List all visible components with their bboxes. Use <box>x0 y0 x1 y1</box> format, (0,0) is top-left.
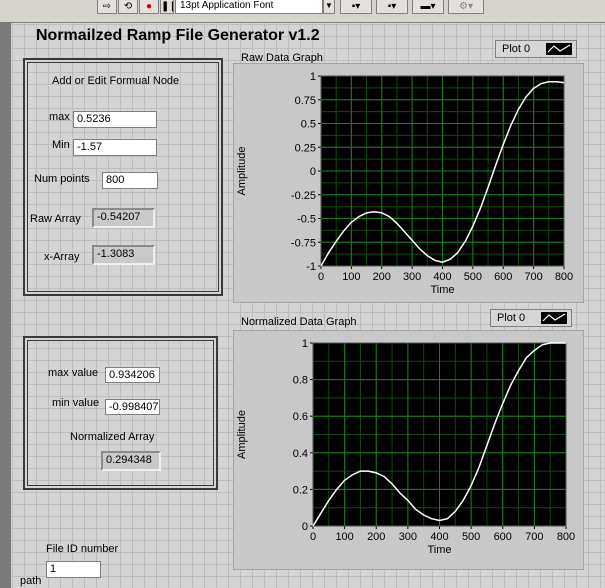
page-title: Normailzed Ramp File Generator v1.2 <box>36 27 320 44</box>
raw-graph-title: Raw Data Graph <box>241 52 323 64</box>
reorder-icon[interactable]: ⚙▾ <box>448 0 484 14</box>
normalized-graph-y-tick-label: 0 <box>302 521 308 533</box>
normalized-graph-x-axis-label: Time <box>427 544 451 556</box>
normalized-array-value: 0.294348 <box>106 454 152 466</box>
normalized-graph-y-axis-label: Amplitude <box>236 410 248 459</box>
raw-graph-x-tick-label: 500 <box>464 271 482 283</box>
num-points-input[interactable]: 800 <box>102 172 158 189</box>
min-value-indicator: -0.998407 <box>105 399 160 415</box>
x-array-label: x-Array <box>44 251 80 263</box>
max-label: max <box>49 111 70 123</box>
raw-graph-x-tick-label: 700 <box>524 271 542 283</box>
normalized-plot-legend-label: Plot 0 <box>497 312 526 324</box>
normalized-plot-legend[interactable]: Plot 0 <box>490 309 572 327</box>
line-swatch-icon <box>546 43 572 55</box>
raw-graph-y-tick-label: 1 <box>310 71 316 83</box>
left-scroll-bar[interactable] <box>0 22 11 588</box>
file-id-label: File ID number <box>46 543 119 555</box>
max-value-label: max value <box>48 367 99 379</box>
chevron-down-icon[interactable]: ▼ <box>323 0 335 14</box>
raw-graph-x-tick-label: 600 <box>494 271 512 283</box>
min-value-label: min value <box>52 397 100 409</box>
normalized-graph-x-tick-label: 300 <box>399 531 417 543</box>
max-input[interactable]: 0.5236 <box>73 111 157 128</box>
pause-icon[interactable]: ❚❚ <box>160 0 174 14</box>
normalized-graph-x-tick-label: 200 <box>367 531 385 543</box>
raw-graph-x-tick-label: 200 <box>373 271 391 283</box>
abort-icon[interactable]: ● <box>139 0 159 14</box>
raw-graph-y-tick-label: 0.75 <box>295 95 316 107</box>
raw-array-value: -0.54207 <box>97 211 141 223</box>
normalized-graph-x-tick-label: 800 <box>557 531 575 543</box>
raw-graph-x-tick-label: 100 <box>342 271 360 283</box>
resize-objects-icon[interactable]: ▬▾ <box>412 0 444 14</box>
raw-plot-legend[interactable]: Plot 0 <box>495 40 577 58</box>
line-swatch-icon <box>541 312 567 324</box>
normalized-graph-x-tick-label: 600 <box>494 531 512 543</box>
formula-node-heading: Add or Edit Formual Node <box>52 75 180 87</box>
raw-graph-x-axis-label: Time <box>430 284 454 296</box>
raw-graph-y-tick-label: -1 <box>306 261 316 273</box>
align-objects-icon[interactable]: ▪▾ <box>340 0 372 14</box>
x-array-indicator: -1.3083 <box>92 245 155 265</box>
normalized-graph-series-line <box>312 342 566 527</box>
normalized-array-indicator: 0.294348 <box>101 451 161 471</box>
raw-data-graph[interactable]: 0 100 200 300 400 500 600 700 800 1 0.75 0.5 0.25 0 -0… <box>233 63 584 303</box>
raw-graph-y-tick-label: 0 <box>310 166 316 178</box>
raw-graph-y-tick-label: -0.25 <box>291 190 316 202</box>
file-id-input[interactable]: 1 <box>46 561 101 578</box>
raw-graph-y-tick-label: -0.5 <box>297 214 316 226</box>
normalized-graph-x-tick-label: 100 <box>335 531 353 543</box>
distribute-objects-icon[interactable]: ▪▾ <box>376 0 408 14</box>
normalized-graph-y-tick-label: 1 <box>302 338 308 350</box>
formula-panel <box>23 58 223 296</box>
raw-graph-y-axis-label: Amplitude <box>236 147 248 196</box>
normalized-graph-x-tick-label: 400 <box>430 531 448 543</box>
normalized-graph-y-tick-label: 0.2 <box>293 484 308 496</box>
normalized-graph-y-tick-label: 0.4 <box>293 448 308 460</box>
line-swatch-glyph <box>542 313 566 322</box>
raw-graph-series-line <box>320 80 565 267</box>
min-label: Min <box>52 139 70 151</box>
raw-graph-x-tick-label: 300 <box>403 271 421 283</box>
raw-graph-plot-border <box>320 75 565 267</box>
run-continuous-icon[interactable]: ⟲ <box>118 0 138 14</box>
min-input[interactable]: -1.57 <box>73 139 157 156</box>
raw-graph-y-tick-label: -0.75 <box>291 237 316 249</box>
raw-graph-x-tick-label: 400 <box>433 271 451 283</box>
normalized-graph-plot-border <box>312 342 567 527</box>
line-swatch-glyph <box>547 44 571 53</box>
raw-graph-y-tick-label: 0.5 <box>301 119 316 131</box>
normalized-graph-title: Normalized Data Graph <box>241 316 357 328</box>
raw-graph-x-tick-label: 800 <box>555 271 573 283</box>
raw-graph-x-tick-label: 0 <box>318 271 324 283</box>
normalized-graph-x-tick-label: 500 <box>462 531 480 543</box>
num-points-label: Num points <box>34 173 90 185</box>
max-value-indicator: 0.934206 <box>105 367 160 383</box>
x-array-value: -1.3083 <box>97 248 135 260</box>
run-arrow-icon[interactable]: ⇨ <box>97 0 117 14</box>
raw-array-label: Raw Array <box>30 213 81 225</box>
normalized-data-graph[interactable]: 0 100 200 300 400 500 600 700 800 1 0.8 0.6 0.4 0.2 0 T… <box>233 330 584 570</box>
normalized-graph-x-tick-label: 0 <box>310 531 316 543</box>
raw-plot-legend-label: Plot 0 <box>502 43 531 55</box>
path-label: path <box>20 575 42 587</box>
normalized-array-label: Normalized Array <box>70 431 155 443</box>
normalize-panel <box>23 336 218 490</box>
normalized-graph-y-tick-label: 0.6 <box>293 411 308 423</box>
font-select[interactable]: 13pt Application Font <box>175 0 323 14</box>
toolbar: ⇨ ⟲ ● ❚❚ 13pt Application Font ▼ ▪▾ ▪▾ ▬… <box>0 0 605 23</box>
raw-array-indicator: -0.54207 <box>92 208 155 228</box>
raw-graph-y-tick-label: 0.25 <box>295 142 316 154</box>
normalized-graph-y-tick-label: 0.8 <box>293 375 308 387</box>
normalized-graph-x-tick-label: 700 <box>525 531 543 543</box>
